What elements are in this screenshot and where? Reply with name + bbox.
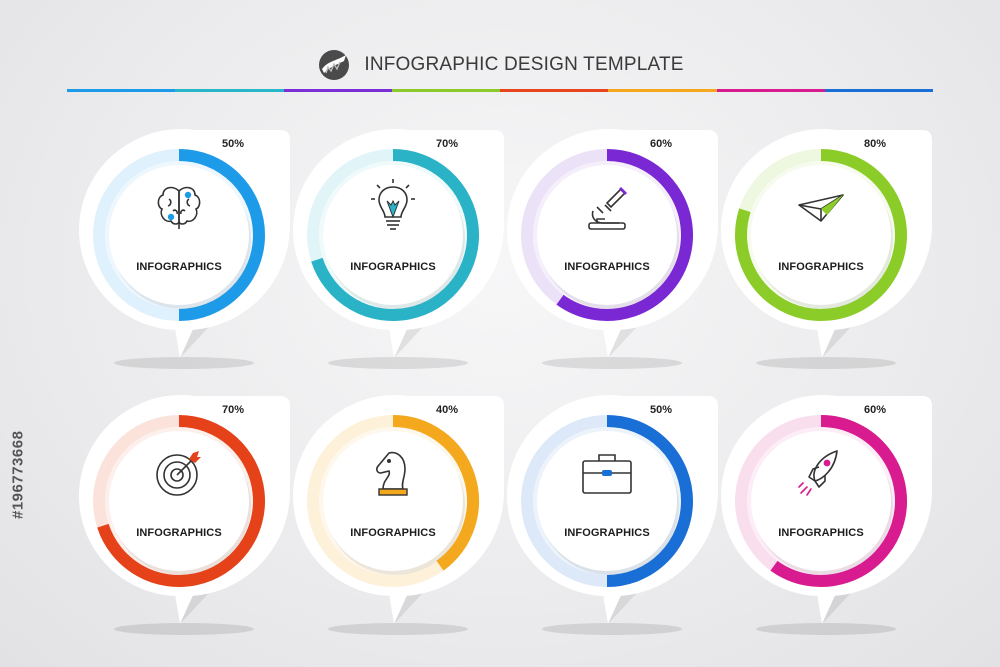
ring-progress-arc — [311, 149, 479, 321]
progress-ring — [79, 395, 291, 635]
card-label: INFOGRAPHICS — [778, 261, 864, 273]
percent-label: 60% — [864, 404, 887, 416]
infographic-card-4: 80% INFOGRAPHICS — [721, 129, 936, 375]
inner-disc — [323, 431, 463, 571]
progress-ring — [507, 129, 719, 369]
card-label: INFOGRAPHICS — [778, 527, 864, 539]
progress-ring — [721, 395, 933, 635]
ring-progress-arc — [606, 415, 693, 587]
progress-ring — [721, 129, 933, 369]
pin-shadow — [756, 357, 896, 369]
card-label: INFOGRAPHICS — [564, 261, 650, 273]
pin-shadow — [114, 623, 254, 635]
card-label: INFOGRAPHICS — [350, 261, 436, 273]
ring-progress-arc — [392, 415, 479, 571]
inner-disc — [109, 165, 249, 305]
rule-segment — [391, 89, 500, 92]
light-bulb-icon — [371, 179, 415, 230]
rule-segment — [824, 89, 933, 92]
header: INFOGRAPHIC DESIGN TEMPLATE — [0, 40, 1000, 90]
pin-shadow — [328, 357, 468, 369]
progress-ring — [293, 129, 505, 369]
infographic-card-3: 60% INFOGRAPHICS — [507, 129, 722, 375]
rule-segment — [283, 89, 392, 92]
chess-knight-icon — [376, 451, 408, 496]
target-icon — [156, 451, 201, 496]
percent-label: 50% — [650, 404, 673, 416]
rule-segment — [608, 89, 717, 92]
percent-label: 80% — [864, 138, 887, 150]
pin-shadow — [756, 623, 896, 635]
progress-ring — [507, 395, 719, 635]
infographic-card-5: 70% INFOGRAPHICS — [79, 395, 294, 641]
infographic-card-1: 50% INFOGRAPHICS — [79, 129, 294, 375]
pin-shadow — [114, 357, 254, 369]
rule-segment — [716, 89, 825, 92]
rocket-icon — [798, 450, 838, 496]
ring-progress-arc — [178, 149, 265, 321]
inner-disc — [537, 431, 677, 571]
rule-segment — [500, 89, 609, 92]
infographic-card-7: 50% INFOGRAPHICS — [507, 395, 722, 641]
percent-label: 70% — [436, 138, 459, 150]
watermark-id: #196773668 — [9, 430, 27, 520]
card-label: INFOGRAPHICS — [350, 527, 436, 539]
inner-disc — [751, 431, 891, 571]
ring-progress-arc — [735, 149, 907, 321]
paper-plane-icon — [798, 194, 844, 222]
percent-label: 40% — [436, 404, 459, 416]
percent-label: 70% — [222, 404, 245, 416]
card-label: INFOGRAPHICS — [136, 261, 222, 273]
inner-disc — [109, 431, 249, 571]
pin-shadow — [328, 623, 468, 635]
ring-progress-arc — [556, 149, 693, 321]
card-label: INFOGRAPHICS — [136, 527, 222, 539]
rule-segment — [67, 89, 176, 92]
microscope-icon — [588, 187, 627, 230]
infographic-card-8: 60% INFOGRAPHICS — [721, 395, 936, 641]
progress-ring — [293, 395, 505, 635]
page-title: INFOGRAPHIC DESIGN TEMPLATE — [364, 54, 684, 75]
pin-shadow — [542, 357, 682, 369]
inner-disc — [323, 165, 463, 305]
infographic-card-6: 40% INFOGRAPHICS — [293, 395, 508, 641]
ring-progress-arc — [770, 415, 907, 587]
progress-ring — [79, 129, 291, 369]
brain-icon — [157, 186, 201, 229]
inner-disc — [751, 165, 891, 305]
pin-shadow — [542, 623, 682, 635]
rule-segment — [175, 89, 284, 92]
percent-label: 60% — [650, 138, 673, 150]
percent-label: 50% — [222, 138, 245, 150]
infographic-card-2: 70% INFOGRAPHICS — [293, 129, 508, 375]
stock-logo-icon — [319, 50, 350, 80]
ring-progress-arc — [97, 415, 265, 587]
inner-disc — [537, 165, 677, 305]
color-divider — [67, 89, 933, 92]
briefcase-icon — [582, 454, 632, 494]
card-label: INFOGRAPHICS — [564, 527, 650, 539]
